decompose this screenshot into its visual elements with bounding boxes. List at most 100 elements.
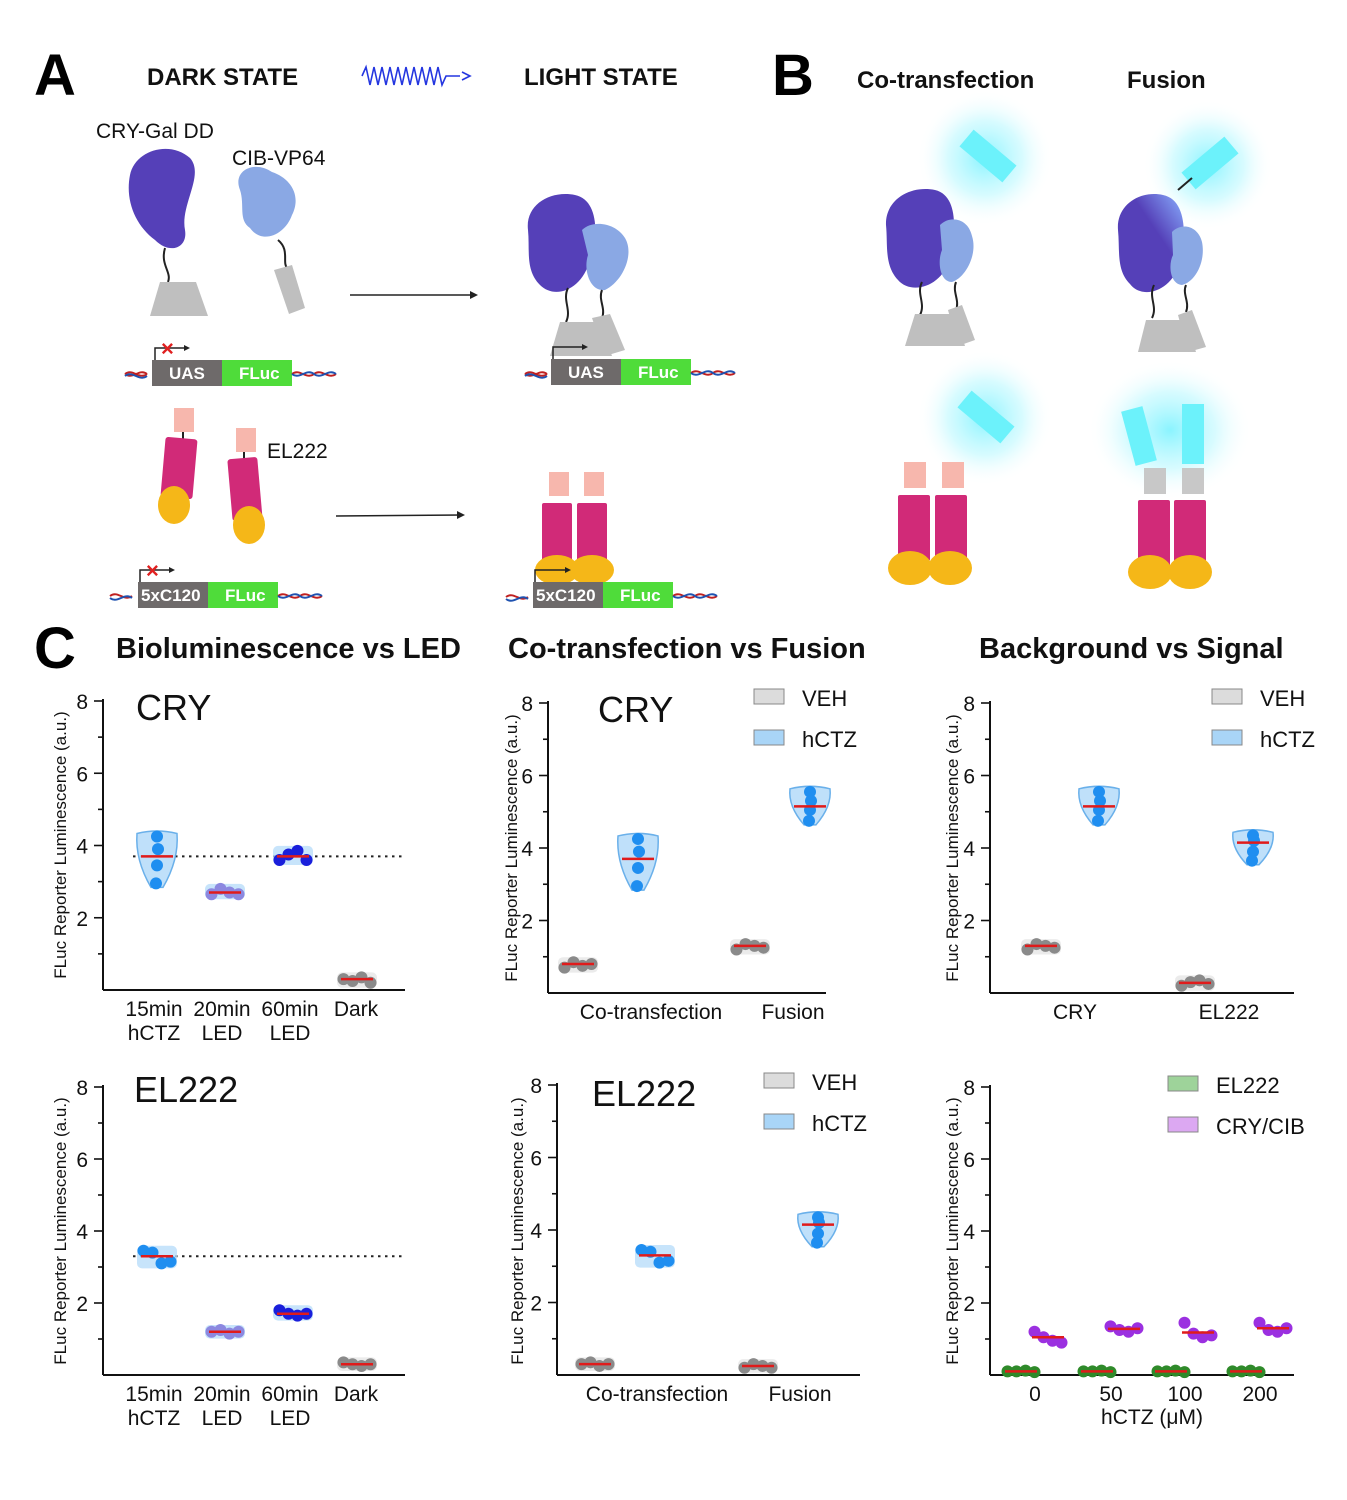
legend-label: EL222 bbox=[1216, 1073, 1280, 1098]
cib-vp64-label: CIB-VP64 bbox=[232, 147, 326, 170]
y-axis-label: FLuc Reporter Luminescence (a.u.) bbox=[51, 1097, 70, 1364]
dark-state-heading: DARK STATE bbox=[147, 64, 298, 91]
data-point bbox=[632, 832, 644, 845]
data-point bbox=[813, 1216, 825, 1229]
light-state-heading: LIGHT STATE bbox=[524, 64, 678, 91]
data-point bbox=[757, 941, 770, 954]
luciferase-icon-3 bbox=[957, 390, 1015, 444]
data-point bbox=[662, 1254, 675, 1267]
blocked-icon-2: × bbox=[146, 558, 159, 583]
panel-a-label: A bbox=[34, 43, 76, 108]
data-point bbox=[803, 814, 815, 827]
data-point bbox=[150, 877, 162, 890]
y-tick-label: 2 bbox=[963, 911, 975, 934]
legend-label: VEH bbox=[802, 686, 847, 711]
cry-protein-icon-light bbox=[527, 194, 596, 292]
y-tick-label: 2 bbox=[963, 1293, 975, 1316]
data-point bbox=[1055, 1336, 1068, 1349]
x-axis-title: hCTZ (μM) bbox=[1101, 1406, 1203, 1429]
vp64-icon-light bbox=[592, 314, 625, 356]
legend-label: hCTZ bbox=[812, 1111, 867, 1136]
legend-swatch bbox=[753, 688, 785, 705]
transition-arrowhead-2 bbox=[457, 511, 465, 519]
fluc-label-light: FLuc bbox=[638, 363, 679, 382]
data-point bbox=[1248, 834, 1260, 847]
luciferase-icon-2 bbox=[1181, 136, 1239, 190]
chart-title: EL222 bbox=[134, 1069, 238, 1110]
y-tick-label: 2 bbox=[76, 908, 88, 931]
luciferase-icon-4b bbox=[1182, 404, 1204, 464]
blocked-icon: × bbox=[161, 336, 174, 361]
data-point bbox=[1178, 1316, 1191, 1329]
chart-4: 2 4 6 8 FLuc Reporter Luminescence (a.u.) EL2… bbox=[51, 1069, 405, 1430]
x-tick-label: 100 bbox=[1167, 1383, 1202, 1406]
charts: 2 4 6 8 FLuc Reporter Luminescence (a.u.) CRY… bbox=[51, 686, 1315, 1430]
data-point bbox=[765, 1361, 778, 1374]
data-point bbox=[137, 1244, 150, 1257]
legend-label: CRY/CIB bbox=[1216, 1114, 1305, 1139]
x-tick-label: LED bbox=[270, 1022, 311, 1045]
data-point bbox=[653, 1256, 666, 1269]
c120-label: 5xC120 bbox=[141, 586, 201, 605]
x-tick-label: Co-transfection bbox=[580, 1001, 722, 1024]
cib-protein-icon bbox=[238, 166, 296, 237]
legend-swatch bbox=[1211, 729, 1243, 746]
fluc-label-2: FLuc bbox=[225, 586, 266, 605]
data-point bbox=[633, 845, 645, 858]
x-tick-label: Dark bbox=[334, 1383, 379, 1406]
data-point bbox=[232, 888, 245, 901]
x-tick-label: Dark bbox=[334, 998, 379, 1021]
y-tick-label: 6 bbox=[76, 1149, 88, 1172]
y-tick-label: 6 bbox=[963, 766, 975, 789]
luciferase-glow-4 bbox=[1088, 360, 1252, 500]
y-tick-label: 8 bbox=[76, 1077, 88, 1100]
col3-title: Background vs Signal bbox=[979, 633, 1284, 665]
el222-dimer-light bbox=[535, 472, 614, 585]
legend-label: hCTZ bbox=[1260, 727, 1315, 752]
el222-dimer-b2 bbox=[1128, 468, 1212, 589]
data-point bbox=[291, 844, 304, 857]
data-point bbox=[1205, 1329, 1218, 1342]
cry-protein-icon-b1 bbox=[885, 189, 955, 288]
x-tick-label: 20min bbox=[193, 998, 250, 1021]
light-wave-icon bbox=[361, 64, 460, 88]
el222-monomer-1 bbox=[158, 408, 198, 524]
y-tick-label: 8 bbox=[963, 693, 975, 716]
data-point bbox=[631, 880, 643, 893]
transition-arrow-2 bbox=[335, 514, 463, 517]
x-tick-label: 20min bbox=[193, 1383, 250, 1406]
x-tick-label: hCTZ bbox=[128, 1022, 181, 1045]
el222-dimer-b1 bbox=[888, 462, 972, 585]
y-axis-label: FLuc Reporter Luminescence (a.u.) bbox=[502, 714, 521, 981]
y-tick-label: 6 bbox=[530, 1148, 542, 1171]
legend-swatch bbox=[1167, 1075, 1199, 1092]
cry-gal-label: CRY-Gal DD bbox=[96, 120, 214, 143]
legend-label: hCTZ bbox=[802, 727, 857, 752]
data-point bbox=[164, 1255, 177, 1268]
fluc-label: FLuc bbox=[239, 364, 280, 383]
x-tick-label: LED bbox=[202, 1407, 243, 1430]
data-point bbox=[812, 1227, 824, 1240]
fusion-heading: Fusion bbox=[1127, 67, 1206, 94]
y-tick-label: 8 bbox=[76, 691, 88, 714]
luciferase-icon-4a bbox=[1121, 406, 1157, 466]
vp64-icon-b2 bbox=[1178, 310, 1206, 352]
data-point bbox=[152, 843, 164, 856]
y-tick-label: 4 bbox=[963, 1221, 975, 1244]
x-tick-label: 15min bbox=[125, 998, 182, 1021]
data-point bbox=[155, 1257, 168, 1270]
uas-label-light: UAS bbox=[568, 363, 604, 382]
x-tick-label: 60min bbox=[261, 998, 318, 1021]
cry-linker bbox=[162, 247, 170, 283]
gal-dbd-icon-b2 bbox=[1138, 320, 1196, 352]
cib-protein-icon-b2 bbox=[1170, 226, 1203, 285]
legend-swatch bbox=[1211, 688, 1243, 705]
cotransfection-heading: Co-transfection bbox=[857, 67, 1034, 94]
legend-label: VEH bbox=[1260, 686, 1305, 711]
uas-reporter-dark: UAS FLuc × bbox=[124, 336, 337, 386]
gal-dbd-icon bbox=[150, 282, 208, 316]
y-tick-label: 4 bbox=[963, 838, 975, 861]
